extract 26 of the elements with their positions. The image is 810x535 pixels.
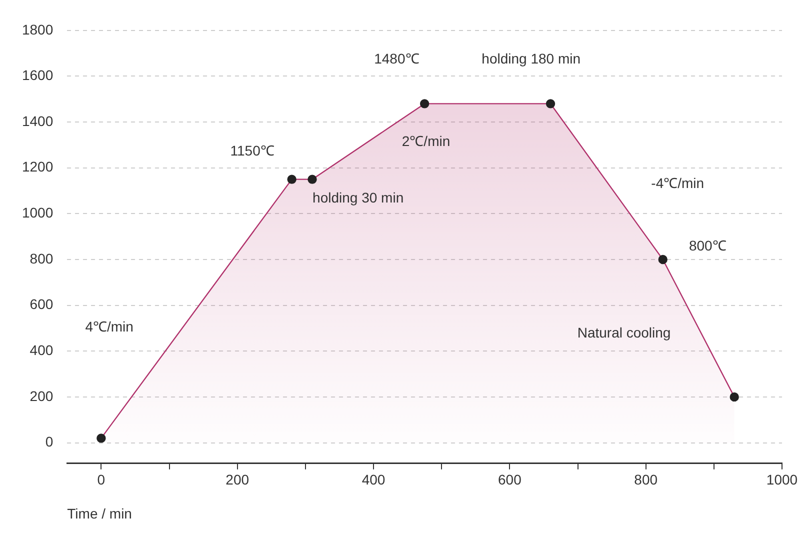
y-tick-label: 1400 (22, 112, 54, 129)
annotation: 800℃ (688, 237, 726, 254)
annotation: 1150℃ (230, 142, 274, 158)
x-tick-label: 0 (97, 472, 106, 488)
annotation: holding 30 min (312, 190, 404, 206)
y-tick-label: 600 (30, 296, 54, 312)
y-tick-label: 1000 (22, 204, 54, 221)
x-tick-label: 600 (498, 472, 522, 488)
y-tick-label: 200 (30, 388, 54, 404)
x-axis-title: Time / min (67, 505, 132, 522)
x-tick-label: 800 (634, 472, 658, 488)
y-tick-label: 0 (45, 434, 54, 450)
x-tick-label: 1000 (766, 472, 798, 488)
y-tick-label: 400 (30, 342, 54, 358)
annotation: 2℃/min (402, 132, 450, 149)
y-tick-label: 1800 (22, 21, 54, 38)
annotation: Natural cooling (577, 324, 671, 340)
x-tick-label: 400 (362, 472, 386, 488)
annotation: -4℃/min (651, 174, 704, 191)
x-tick-label: 200 (226, 472, 250, 488)
y-tick-label: 1200 (22, 158, 54, 175)
y-tick-label: 800 (30, 250, 54, 266)
annotation: holding 180 min (482, 50, 581, 67)
y-tick-label: 1600 (22, 67, 54, 84)
annotation: 4℃/min (85, 318, 134, 335)
annotation: 1480℃ (374, 50, 420, 67)
